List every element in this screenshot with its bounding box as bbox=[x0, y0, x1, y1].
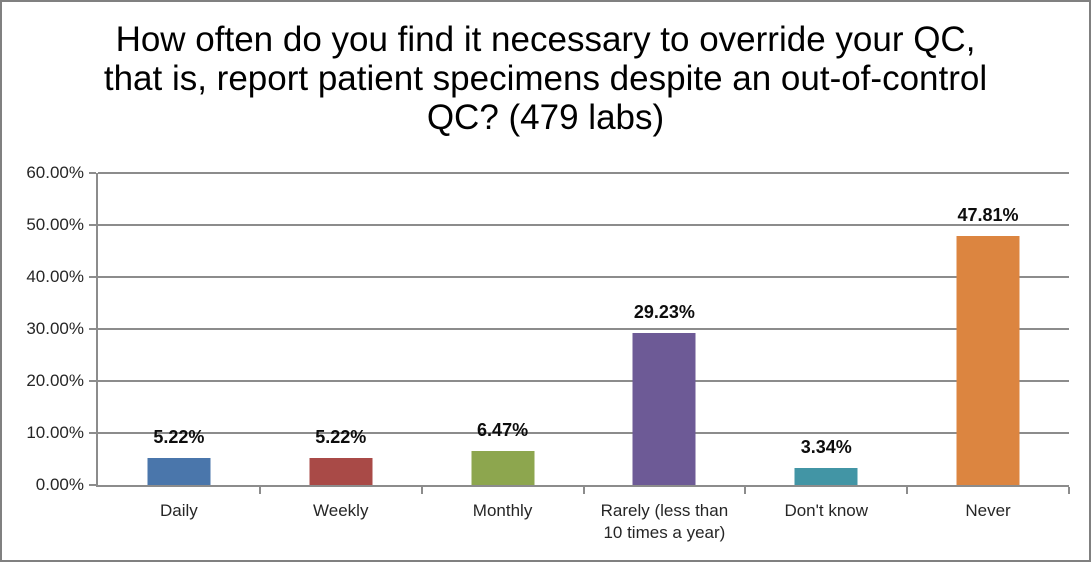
bar-slot: 47.81% bbox=[907, 173, 1069, 485]
x-category-label: Monthly bbox=[472, 501, 533, 520]
bar bbox=[794, 467, 858, 485]
y-tick-label: 0.00% bbox=[35, 475, 84, 494]
x-tick-mark bbox=[582, 487, 585, 494]
x-category-label: Rarely (less than 10 times a year) bbox=[600, 501, 729, 542]
bar bbox=[147, 457, 211, 485]
x-tick-mark bbox=[744, 487, 747, 494]
x-axis-labels: Daily Weekly Monthly Rarely (less than 10 t… bbox=[98, 500, 1069, 544]
y-tick-label: 50.00% bbox=[26, 215, 84, 234]
gridline bbox=[98, 172, 1069, 174]
bar-value-label: 5.22% bbox=[153, 426, 205, 447]
y-tick-mark bbox=[89, 276, 96, 278]
x-tick-mark bbox=[906, 487, 909, 494]
gridline bbox=[98, 276, 1069, 278]
bar bbox=[956, 236, 1020, 485]
bar-value-label: 29.23% bbox=[633, 302, 695, 323]
bar-slot: 29.23% bbox=[583, 173, 745, 485]
gridline bbox=[98, 380, 1069, 382]
x-category-label: Weekly bbox=[313, 501, 369, 520]
bar-slot: 5.22% bbox=[98, 173, 260, 485]
bar-value-label: 5.22% bbox=[315, 426, 367, 447]
bar bbox=[632, 333, 696, 485]
y-tick-mark bbox=[89, 484, 96, 486]
gridline bbox=[98, 432, 1069, 434]
bar-slot: 6.47% bbox=[422, 173, 584, 485]
y-tick-mark bbox=[89, 224, 96, 226]
y-tick-mark bbox=[89, 380, 96, 382]
bar-value-label: 3.34% bbox=[800, 436, 852, 457]
bar-slot: 5.22% bbox=[260, 173, 422, 485]
y-tick-label: 10.00% bbox=[26, 423, 84, 442]
x-tick-mark bbox=[1068, 487, 1070, 494]
x-category-label: Don't know bbox=[784, 501, 869, 520]
gridline bbox=[98, 328, 1069, 330]
x-category-label: Never bbox=[965, 501, 1011, 520]
y-tick-mark bbox=[89, 328, 96, 330]
y-tick-mark bbox=[89, 172, 96, 174]
bar bbox=[471, 451, 535, 485]
x-category-label: Daily bbox=[160, 501, 198, 520]
plot-area: 5.22% 5.22% 6.47% 29.23% 3.34% 47.81% 0.00% 10… bbox=[26, 163, 1070, 542]
y-tick-mark bbox=[89, 432, 96, 434]
bar bbox=[309, 457, 373, 485]
gridline bbox=[98, 224, 1069, 226]
y-tick-label: 30.00% bbox=[26, 319, 84, 338]
bar-slot: 3.34% bbox=[745, 173, 907, 485]
bar-value-label: 6.47% bbox=[477, 420, 529, 441]
y-tick-label: 20.00% bbox=[26, 371, 84, 390]
y-tick-label: 60.00% bbox=[26, 163, 84, 182]
y-tick-label: 40.00% bbox=[26, 267, 84, 286]
chart-title: How often do you find it necessary to ov… bbox=[103, 20, 988, 137]
bar-value-label: 47.81% bbox=[957, 205, 1019, 226]
x-tick-mark bbox=[420, 487, 423, 494]
bars-layer: 5.22% 5.22% 6.47% 29.23% 3.34% 47.81% bbox=[98, 173, 1069, 485]
x-tick-mark bbox=[258, 487, 261, 494]
